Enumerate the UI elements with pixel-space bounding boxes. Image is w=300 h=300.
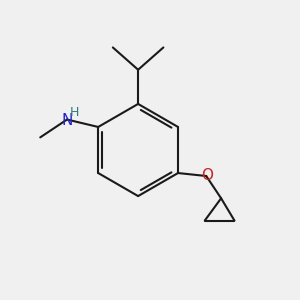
Text: N: N	[61, 112, 73, 128]
Text: O: O	[201, 168, 213, 183]
Text: H: H	[70, 106, 80, 119]
